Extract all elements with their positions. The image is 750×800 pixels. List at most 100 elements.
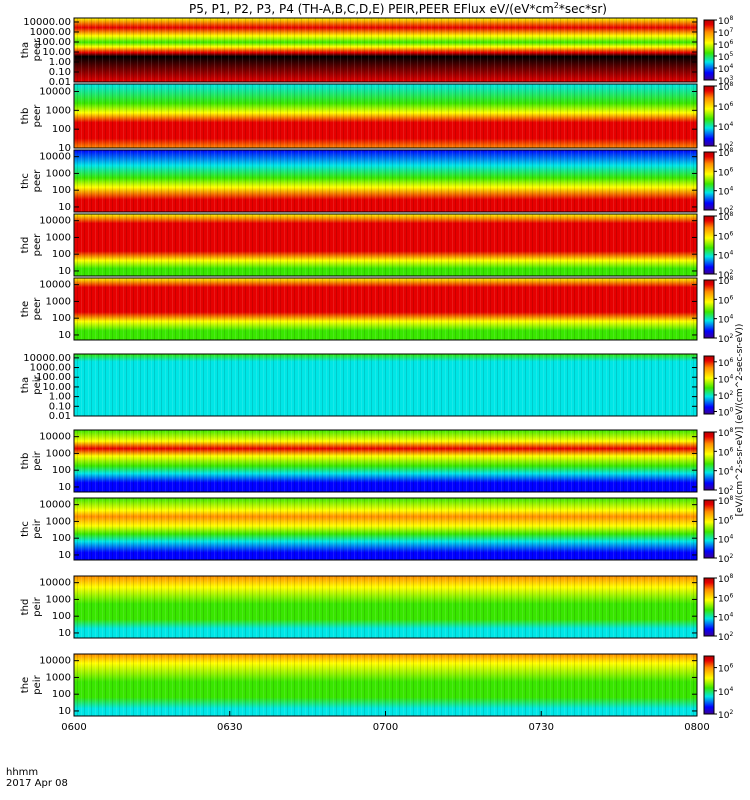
y-label-probe: thd — [20, 599, 31, 616]
colorbar-tick-label: 106 — [718, 166, 733, 178]
y-tick-label: 10.00 — [42, 382, 71, 393]
y-label-species: peer — [32, 38, 43, 62]
y-tick-label: 100 — [52, 689, 71, 700]
y-label-species: peir — [32, 596, 43, 616]
colorbar-tick-label: 102 — [718, 333, 733, 345]
colorbar-tick-label: 104 — [718, 686, 733, 698]
colorbar-tick-label: 106 — [718, 230, 733, 242]
y-tick-label: 1000 — [46, 232, 71, 243]
x-tick-label: 0630 — [217, 722, 242, 733]
panels: 10000.001000.00100.0010.001.000.100.01th… — [20, 15, 733, 721]
y-label-probe: thc — [20, 521, 31, 537]
colorbar-tick-label: 102 — [718, 553, 733, 565]
y-label-probe: tha — [20, 42, 31, 58]
time-axis: hhmm 2017 Apr 08 0600 0630 0700 0730 0800 — [6, 711, 710, 789]
colorbar-tick-label: 104 — [718, 250, 733, 262]
spectrogram-texture — [74, 150, 697, 212]
y-tick-label: 10000 — [39, 86, 71, 97]
panel-the-peir: 10000 1000 100 10 the peir 106 104 102 — [20, 653, 733, 721]
panel-frame — [73, 353, 698, 417]
y-tick-label: 0.01 — [49, 411, 71, 422]
colorbar-tick-label: 108 — [718, 81, 733, 93]
colorbar — [703, 355, 715, 415]
y-label-probe: thb — [20, 453, 31, 470]
x-tick-label: 0800 — [684, 722, 709, 733]
x-tick-label: 0600 — [61, 722, 86, 733]
colorbar-tick-label: 104 — [718, 612, 733, 624]
y-tick-label: 1000 — [46, 296, 71, 307]
colorbar — [703, 655, 715, 715]
panel-frame — [73, 149, 698, 213]
y-label-species: peer — [32, 169, 43, 193]
spectrogram-texture — [74, 278, 697, 340]
y-tick-label: 100 — [52, 249, 71, 260]
y-tick-label: 10000 — [39, 432, 71, 443]
colorbar-tick-label: 104 — [718, 186, 733, 198]
panel-frame — [73, 277, 698, 341]
y-label-probe: the — [20, 677, 31, 693]
y-tick-label: 1000 — [46, 105, 71, 116]
colorbar-tick-label: 104 — [718, 534, 733, 546]
colorbar-tick-label: 106 — [718, 101, 733, 113]
y-tick-label: 10000.00 — [23, 17, 71, 28]
spectrogram-texture — [74, 214, 697, 276]
colorbar-tick-label: 106 — [718, 514, 733, 526]
colorbar-tick-label: 108 — [718, 147, 733, 159]
y-tick-label: 10 — [58, 628, 71, 639]
panel-frame — [73, 17, 698, 83]
colorbar-tick-label: 106 — [718, 446, 733, 458]
y-tick-label: 10000.00 — [23, 353, 71, 364]
spectrogram-texture — [74, 18, 697, 82]
panel-frame — [73, 429, 698, 493]
y-tick-label: 10000 — [39, 152, 71, 163]
colorbar-tick-label: 104 — [718, 314, 733, 326]
y-tick-label: 10000 — [39, 216, 71, 227]
spectrogram-texture — [74, 84, 697, 148]
spectrogram-texture — [74, 576, 697, 638]
spectrogram-texture — [74, 498, 697, 560]
y-tick-label: 100.00 — [36, 372, 71, 383]
colorbar-tick-label: 106 — [718, 357, 733, 369]
y-tick-label: 100 — [52, 124, 71, 135]
y-label-species: peir — [32, 374, 43, 394]
y-tick-label: 10.00 — [42, 47, 71, 58]
y-tick-label: 1.00 — [49, 57, 71, 68]
colorbar-tick-label: 106 — [718, 294, 733, 306]
y-tick-label: 100.00 — [36, 37, 71, 48]
y-tick-label: 10 — [58, 706, 71, 717]
x-tick-label: 0700 — [373, 722, 398, 733]
y-label-species: peir — [32, 450, 43, 470]
panel-frame — [73, 213, 698, 277]
colorbar — [703, 19, 715, 81]
colorbar — [703, 279, 715, 339]
spectrogram-texture — [74, 654, 697, 716]
colorbar-tick-label: 104 — [718, 466, 733, 478]
colorbar-tick-label: 108 — [718, 427, 733, 439]
y-tick-label: 1000 — [46, 594, 71, 605]
colorbar-tick-label: 108 — [718, 275, 733, 287]
y-tick-label: 1000 — [46, 516, 71, 527]
figure-title: P5, P1, P2, P3, P4 (TH-A,B,C,D,E) PEIR,P… — [189, 1, 607, 16]
y-tick-label: 10 — [58, 266, 71, 277]
y-tick-label: 10000 — [39, 656, 71, 667]
y-tick-label: 100 — [52, 185, 71, 196]
y-tick-label: 1000.00 — [30, 27, 71, 38]
panel-frame — [73, 575, 698, 639]
y-label-species: peir — [32, 674, 43, 694]
panel-thd-peir: 10000 1000 100 10 thd peir 108 106 104 102 — [20, 573, 733, 643]
colorbar-tick-label: 106 — [718, 663, 733, 675]
time-axis-date-label: 2017 Apr 08 — [6, 778, 68, 789]
y-tick-label: 10 — [58, 482, 71, 493]
y-label-probe: tha — [20, 377, 31, 393]
y-label-species: peer — [32, 233, 43, 257]
colorbar-tick-label: 108 — [718, 211, 733, 223]
y-label-species: peir — [32, 518, 43, 538]
x-tick-label: 0730 — [529, 722, 554, 733]
colorbar-tick-label: 105 — [718, 51, 733, 63]
y-tick-label: 10 — [58, 550, 71, 561]
colorbar-tick-label: 107 — [718, 27, 733, 39]
y-tick-label: 10 — [58, 202, 71, 213]
